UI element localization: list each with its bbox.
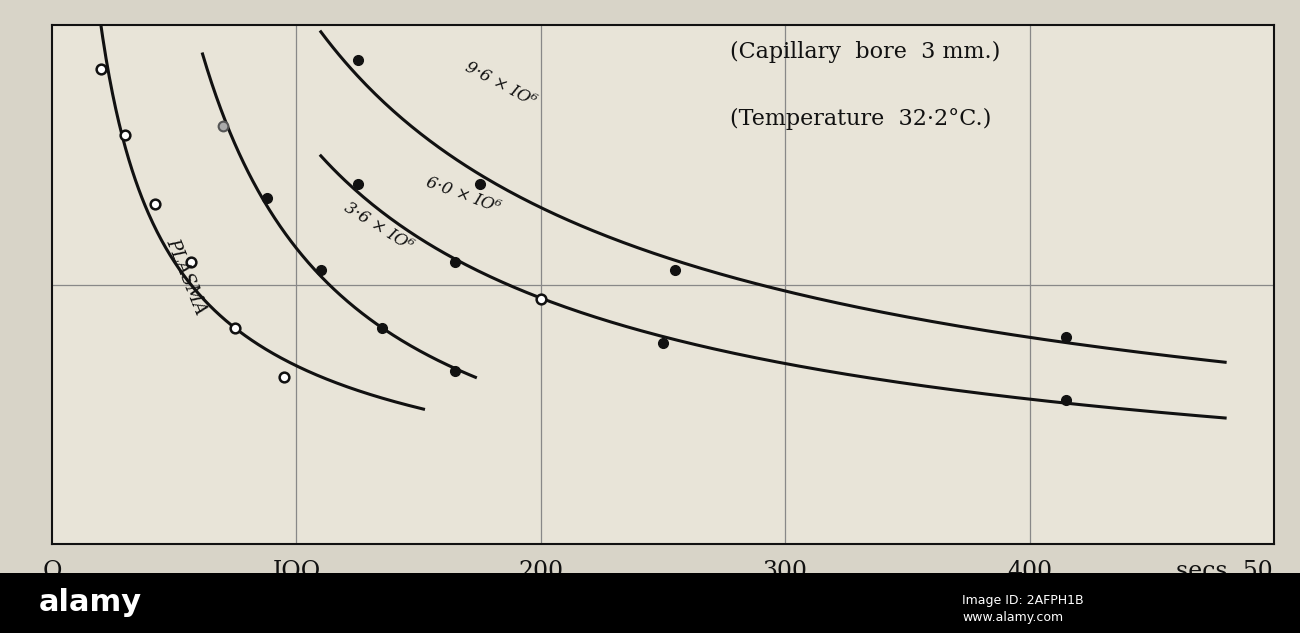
Text: (Temperature  32·2°C.): (Temperature 32·2°C.): [731, 108, 992, 130]
Text: O: O: [42, 560, 62, 583]
Text: 300: 300: [763, 560, 807, 583]
Text: secs. 50: secs. 50: [1176, 560, 1273, 583]
Text: www.alamy.com: www.alamy.com: [962, 611, 1063, 624]
Text: 9·6 × IO⁶: 9·6 × IO⁶: [463, 58, 540, 110]
Text: Image ID: 2AFPH1B: Image ID: 2AFPH1B: [962, 594, 1084, 606]
Text: IOO: IOO: [272, 560, 321, 583]
Text: alamy: alamy: [39, 588, 142, 617]
Text: (Capillary  bore  3 mm.): (Capillary bore 3 mm.): [731, 41, 1001, 63]
Text: 3·6 × IO⁶: 3·6 × IO⁶: [341, 199, 415, 254]
Text: 6·0 × IO⁶: 6·0 × IO⁶: [424, 174, 502, 216]
Text: 200: 200: [519, 560, 563, 583]
Text: 400: 400: [1008, 560, 1052, 583]
Text: PLASMA: PLASMA: [162, 236, 209, 318]
